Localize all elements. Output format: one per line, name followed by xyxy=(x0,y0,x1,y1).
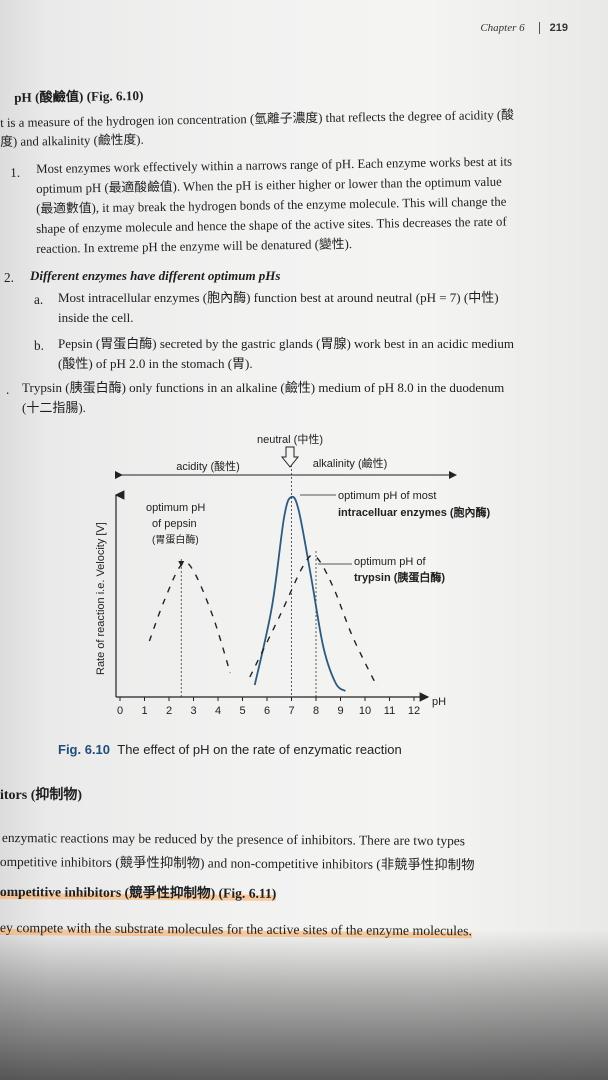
point2a-number: a. xyxy=(34,292,44,307)
chapter-label: Chapter 6 xyxy=(480,22,525,34)
figure-label: Fig. 6.10 xyxy=(58,742,111,757)
x-tick-label: 11 xyxy=(384,705,395,717)
x-axis-label: pH xyxy=(432,696,446,708)
x-tick-label: 7 xyxy=(288,705,294,717)
section-inhibitors-title: itors (抑制物) xyxy=(0,788,83,803)
intra-annot-1: optimum pH of most xyxy=(338,490,436,502)
pepsin-annot-2: of pepsin xyxy=(152,518,197,530)
series-curve-3 xyxy=(249,554,378,688)
x-tick-label: 6 xyxy=(264,705,270,717)
y-axis-label: Rate of reaction i.e. Velocity [V] xyxy=(95,522,107,675)
figure-caption-text: The effect of pH on the rate of enzymati… xyxy=(117,742,402,757)
point2c-number: . xyxy=(6,382,10,397)
point2-number: 2. xyxy=(4,270,14,285)
series-curve-2 xyxy=(253,495,346,692)
x-tick-label: 10 xyxy=(359,705,371,717)
x-tick-label: 5 xyxy=(239,705,245,717)
x-tick-label: 2 xyxy=(166,705,172,717)
point2a-line2: inside the cell. xyxy=(58,310,134,325)
page-shadow xyxy=(0,930,608,1080)
neutral-label: neutral (中性) xyxy=(257,432,323,446)
acidity-label: acidity (酸性) xyxy=(176,459,240,473)
pepsin-annot-3: (胃蛋白酶) xyxy=(152,533,199,546)
section-ph-title: pH (酸鹼值) (Fig. 6.10) xyxy=(14,86,144,107)
x-tick-label: 3 xyxy=(190,705,196,717)
x-ticks: 0 1 2 3 4 5 6 7 8 9 10 11 12 xyxy=(117,697,420,717)
page-number: 219 xyxy=(538,22,568,34)
point2b-number: b. xyxy=(34,338,44,353)
neutral-arrow-icon xyxy=(280,446,300,468)
point1-line5: reaction. In extreme pH the enzyme will … xyxy=(36,237,353,256)
x-tick-label: 4 xyxy=(215,705,221,717)
x-tick-label: 9 xyxy=(337,705,343,717)
pepsin-annot-1: optimum pH xyxy=(146,502,205,514)
x-tick-label: 8 xyxy=(313,705,319,717)
inhibitors-line3-text: ompetitive inhibitors (競爭性抑制物) (Fig. 6.1… xyxy=(0,883,277,901)
inhibitors-line1: enzymatic reactions may be reduced by th… xyxy=(1,829,466,849)
trypsin-annot-2: trypsin (胰蛋白酶) xyxy=(354,570,445,584)
ph-rate-chart: neutral (中性) acidity (酸性) alkalinity (鹼性… xyxy=(95,432,491,717)
x-tick-label: 1 xyxy=(141,705,147,717)
x-tick-label: 12 xyxy=(408,705,420,717)
x-tick-label: 0 xyxy=(117,705,123,717)
inhibitors-line3: ompetitive inhibitors (競爭性抑制物) (Fig. 6.1… xyxy=(0,882,277,903)
point2-title: Different enzymes have different optimum… xyxy=(30,268,281,283)
series-curve-1 xyxy=(148,561,231,674)
figure-caption: Fig. 6.10 The effect of pH on the rate o… xyxy=(58,742,402,757)
intra-annot-2: intracelluar enzymes (胞內酶) xyxy=(338,505,491,519)
point2c-line1: Trypsin (胰蛋白酶) only functions in an alka… xyxy=(22,380,505,395)
point2a-line1: Most intracellular enzymes (胞內酶) functio… xyxy=(58,290,499,305)
inhibitors-line2: ompetitive inhibitors (競爭性抑制物) and non-c… xyxy=(0,853,475,873)
trypsin-annot-1: optimum pH of xyxy=(354,556,426,568)
ph-definition-line1: t is a measure of the hydrogen ion conce… xyxy=(0,107,515,130)
ph-definition-line2: 度) and alkalinity (鹼性度). xyxy=(0,132,144,149)
curves xyxy=(148,495,378,692)
point2b-line1: Pepsin (胃蛋白酶) secreted by the gastric gl… xyxy=(58,336,514,351)
alkalinity-label: alkalinity (鹼性) xyxy=(313,456,388,470)
page-header: Chapter 6 219 xyxy=(480,22,568,34)
point2b-line2: (酸性) of pH 2.0 in the stomach (胃). xyxy=(58,356,253,371)
point2c-line2: (十二指腸). xyxy=(22,400,86,415)
optimum-guides xyxy=(178,465,317,697)
section-ph-title-text: pH (酸鹼值) (Fig. 6.10) xyxy=(14,87,144,105)
pepsin-peak-marker xyxy=(178,561,185,567)
point1-number: 1. xyxy=(10,164,21,180)
